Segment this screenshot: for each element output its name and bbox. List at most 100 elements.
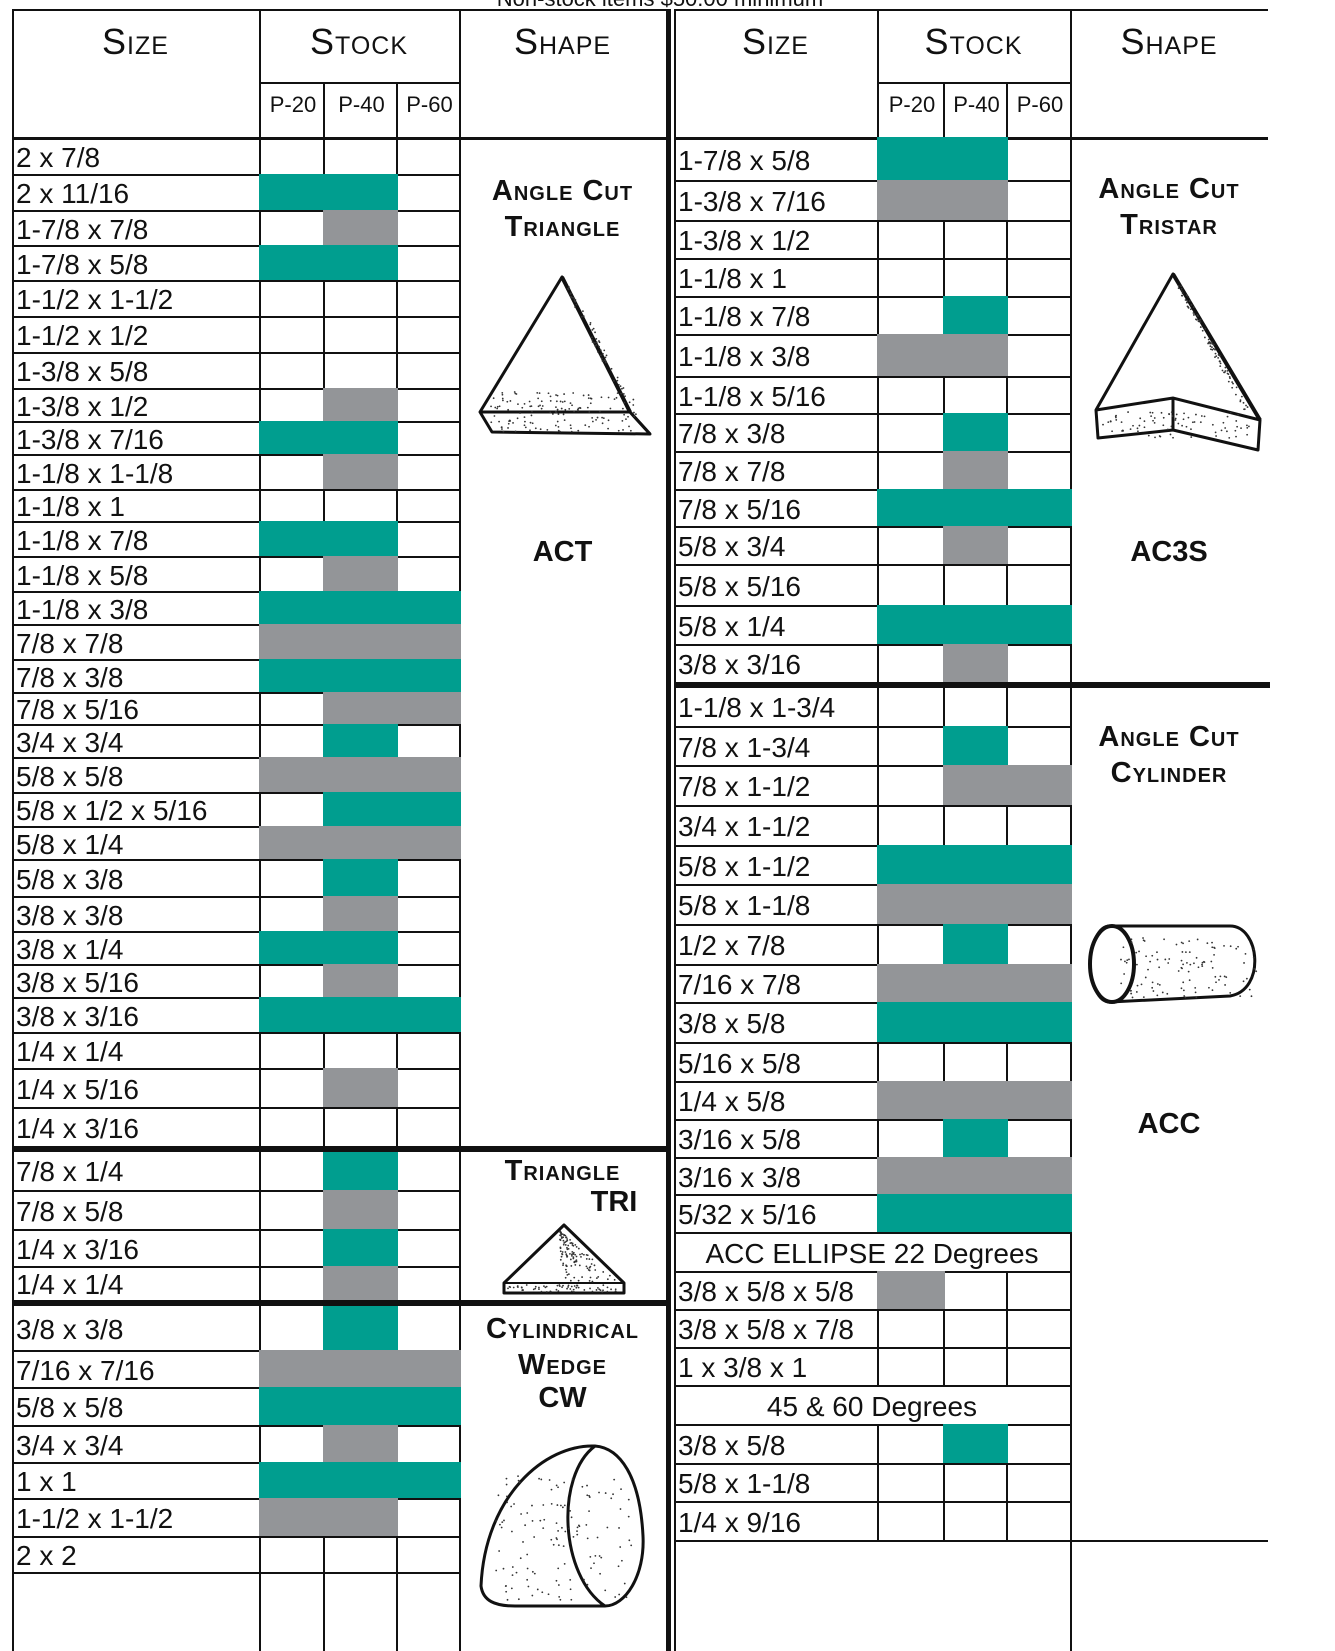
left-size-label: 5/8 x 5/8 — [16, 1392, 124, 1423]
left-shape-act-name-line-1: Angle Cut — [491, 175, 634, 207]
right-size-label: 1-1/8 x 1-3/4 — [678, 692, 836, 723]
left-stock-cell-p40-grey — [323, 1425, 398, 1462]
left-shape-header: Shape — [513, 21, 612, 62]
right-row-rule — [674, 1501, 1070, 1503]
right-size-label: 3/8 x 5/8 — [678, 1008, 786, 1039]
right-size-label: 5/8 x 1-1/8 — [678, 890, 811, 921]
right-size-col-rule — [877, 137, 879, 682]
left-size-label: 7/16 x 7/16 — [16, 1354, 155, 1386]
right-row-rule — [674, 526, 1070, 528]
left-size-label: 7/8 x 1/4 — [16, 1156, 124, 1187]
right-size-label: 7/8 x 1-1/2 — [678, 771, 811, 802]
left-size-label: 1-7/8 x 7/8 — [16, 213, 149, 245]
right-row-rule — [674, 1463, 1070, 1465]
right-stock-cell-p40-teal — [943, 1194, 1008, 1232]
left-stock-cell-p20-teal — [259, 659, 325, 692]
left-size-label: 1/4 x 5/16 — [16, 1073, 139, 1105]
right-row-rule — [674, 1309, 1070, 1311]
left-stock-cell-p40-teal — [323, 997, 398, 1032]
right-shape-divider — [1070, 9, 1072, 1651]
left-stock-cell-p20-grey — [259, 826, 325, 859]
left-size-label: 1-3/8 x 7/16 — [16, 423, 164, 455]
right-stock-cell-p40-teal — [943, 296, 1008, 334]
left-shape-tri-name-line-1: Triangle — [504, 1155, 621, 1187]
right-stock-cell-p20-grey — [877, 884, 945, 924]
left-size-label: 1/4 x 1/4 — [16, 1269, 124, 1300]
left-size-label: 1-1/8 x 7/8 — [16, 524, 149, 556]
right-subheading: 45 & 60 Degrees — [766, 1390, 978, 1422]
left-stock-cell-p40-grey — [323, 1350, 398, 1387]
right-grade-header-p60: P-60 — [1016, 92, 1064, 117]
right-stock-cell-p40-teal — [943, 1119, 1008, 1157]
left-grade-header-p40: P-40 — [338, 92, 385, 117]
right-size-label: 3/16 x 5/8 — [678, 1124, 801, 1155]
right-row-rule — [674, 334, 1070, 336]
left-stock-cell-p20-grey — [259, 1350, 325, 1387]
left-row-rule — [12, 724, 459, 726]
left-stock-cell-p40-grey — [323, 210, 398, 245]
left-size-label: 7/8 x 5/8 — [16, 1195, 124, 1227]
right-size-label: 1-1/8 x 1 — [678, 263, 787, 294]
right-row-rule — [674, 644, 1070, 646]
left-stock-cell-p40-grey — [323, 1190, 398, 1229]
right-row-rule — [674, 1042, 1070, 1044]
left-stock-cell-p60-teal — [396, 1462, 461, 1498]
left-header-size-divider — [259, 9, 261, 137]
right-shape-acc-code: ACC — [1137, 1108, 1201, 1140]
right-stock-cell-p40-teal — [943, 924, 1008, 964]
left-size-label: 1-7/8 x 5/8 — [16, 248, 149, 280]
right-stock-cell-p40-grey — [943, 884, 1008, 924]
left-size-label: 1-1/2 x 1-1/2 — [16, 1503, 174, 1534]
left-size-label: 1-1/8 x 1 — [16, 491, 125, 522]
left-size-label: 3/8 x 3/8 — [16, 1313, 124, 1345]
right-size-label: 3/4 x 1-1/2 — [678, 811, 811, 842]
right-row-rule — [674, 564, 1070, 566]
right-stock-cell-p40-teal — [943, 726, 1008, 765]
left-row-rule — [12, 792, 459, 794]
left-stock-cell-p40-teal — [323, 1387, 398, 1425]
left-row-rule — [12, 1068, 459, 1070]
right-size-label: 3/8 x 3/16 — [678, 649, 801, 680]
left-row-rule — [12, 1266, 459, 1268]
left-stock-cell-p40-teal — [323, 859, 398, 896]
left-size-label: 1-1/8 x 5/8 — [16, 559, 149, 591]
left-shape-cw-name-line-1: Cylindrical — [485, 1313, 640, 1345]
left-stock-cell-p40-grey — [323, 1266, 398, 1300]
right-size-label: 7/8 x 5/16 — [678, 493, 801, 525]
right-row-rule — [674, 1271, 1070, 1273]
right-row-rule — [674, 1194, 1070, 1196]
right-size-label: 5/8 x 3/4 — [678, 531, 786, 562]
right-stock-cell-p60-teal — [1006, 1194, 1072, 1232]
left-row-rule — [12, 692, 459, 694]
right-header-size-divider — [877, 9, 879, 137]
left-stock-cell-p40-teal — [323, 521, 398, 556]
left-row-rule — [12, 556, 459, 558]
right-row-rule — [674, 884, 1070, 886]
right-stock-cell-p40-grey — [943, 964, 1008, 1002]
right-size-label: 7/8 x 3/8 — [678, 418, 786, 449]
left-stock-cell-p40-teal — [323, 1150, 398, 1190]
right-p20-col-rule — [943, 137, 945, 682]
left-row-rule — [12, 1107, 459, 1109]
left-row-rule — [12, 316, 459, 318]
left-size-label: 1-3/8 x 5/8 — [16, 356, 149, 387]
left-stock-cell-p60-grey — [396, 1350, 461, 1387]
right-row-rule — [674, 258, 1070, 260]
right-stock-cell-p20-grey — [877, 964, 945, 1002]
right-shape-ac3s-code: AC3S — [1130, 536, 1208, 568]
left-stock-cell-p40-teal — [323, 245, 398, 280]
left-size-label: 7/8 x 3/8 — [16, 661, 124, 693]
right-row-rule — [674, 451, 1070, 453]
right-size-label: 1-1/8 x 7/8 — [678, 301, 811, 332]
triangle-icon — [502, 1223, 626, 1295]
left-row-rule — [12, 624, 459, 626]
right-row-rule — [674, 1157, 1070, 1159]
left-size-label: 5/8 x 3/8 — [16, 863, 124, 895]
left-stock-cell-p40-grey — [323, 556, 398, 591]
left-center-divider — [666, 9, 671, 1651]
left-stock-cell-p40-grey — [323, 896, 398, 931]
left-grade-divider-1 — [323, 82, 325, 137]
left-row-rule — [12, 1229, 459, 1231]
left-row-rule — [12, 521, 459, 523]
left-row-rule — [12, 1190, 459, 1192]
